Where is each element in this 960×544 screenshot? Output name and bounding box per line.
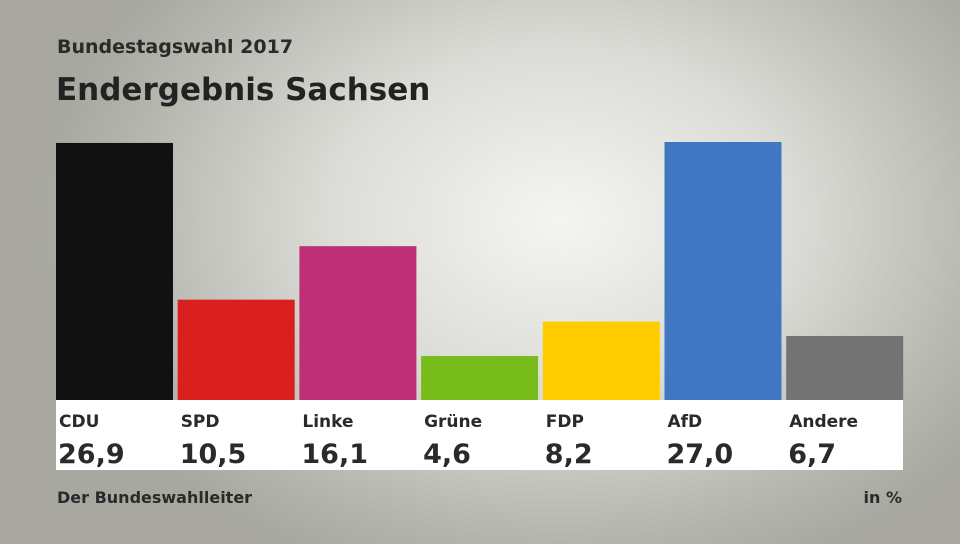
bar-grüne [421, 356, 539, 400]
bar-fdp [542, 321, 660, 400]
bar-linke [299, 246, 417, 400]
value-label: 4,6 [423, 439, 471, 470]
bar-cdu [56, 142, 173, 400]
category-label: FDP [546, 412, 584, 432]
source-label: Der Bundeswahlleiter [57, 488, 253, 507]
value-label: 10,5 [180, 439, 247, 470]
unit-label: in % [863, 488, 902, 507]
bar-spd [177, 299, 295, 400]
chart-subtitle: Bundestagswahl 2017 [57, 36, 294, 58]
category-label: Grüne [424, 412, 482, 432]
value-label: 26,9 [58, 439, 125, 470]
value-label: 6,7 [788, 439, 836, 470]
value-label: 27,0 [667, 439, 734, 470]
label-panel [56, 400, 903, 470]
category-label: SPD [181, 412, 220, 432]
bar-andere [786, 335, 904, 400]
chart-title: Endergebnis Sachsen [56, 72, 431, 108]
category-label: Andere [789, 412, 858, 432]
category-label: AfD [668, 412, 703, 432]
category-label: Linke [302, 412, 353, 432]
category-label: CDU [59, 412, 99, 432]
value-label: 16,1 [301, 439, 368, 470]
bar-afd [664, 142, 782, 400]
value-label: 8,2 [545, 439, 593, 470]
